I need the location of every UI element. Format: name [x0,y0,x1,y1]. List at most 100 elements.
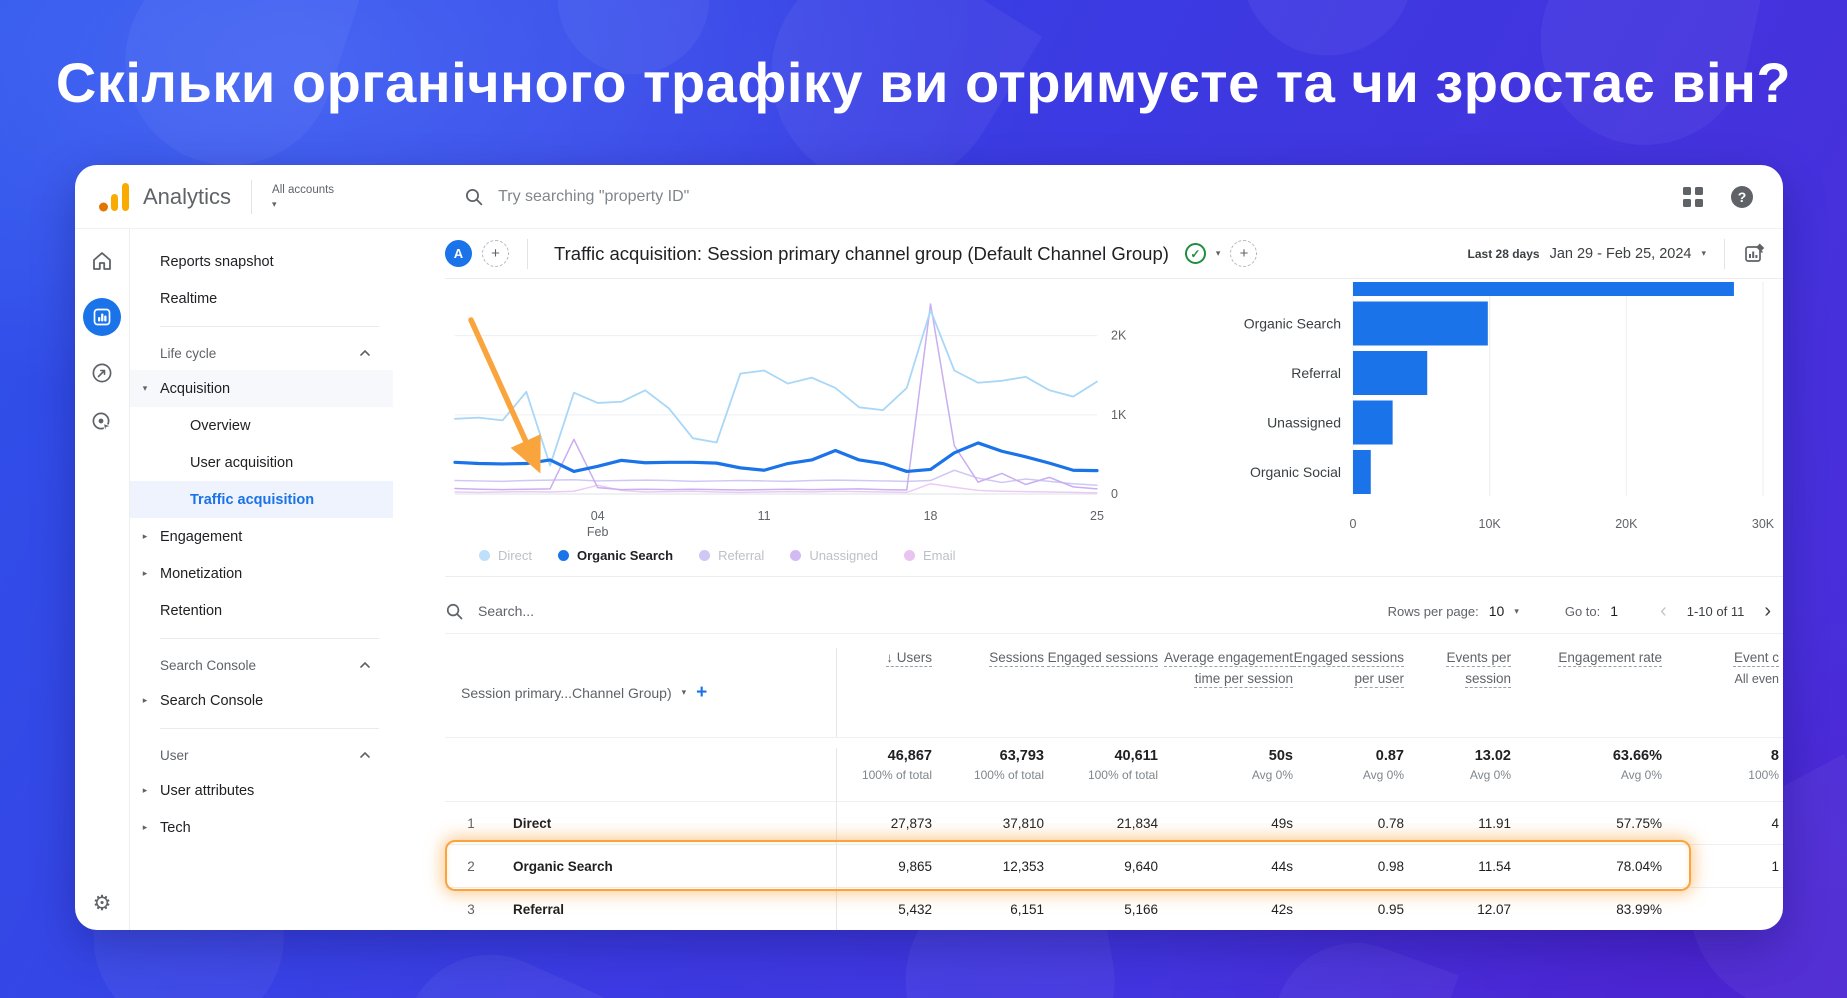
svg-text:30K: 30K [1752,517,1775,531]
caret-right-icon[interactable]: ▸ [142,695,148,705]
sidebar-item-tech[interactable]: ▸ Tech [130,809,393,846]
legend-item-referral[interactable]: Referral [699,548,764,563]
svg-text:Feb: Feb [587,525,609,539]
totals-subvalue: 100% [1748,768,1779,782]
legend-item-unassigned[interactable]: Unassigned [790,548,878,563]
add-dimension-button[interactable]: + [696,681,708,703]
sidebar-item-search-console[interactable]: ▸ Search Console [130,682,393,719]
svg-text:10K: 10K [1479,517,1502,531]
legend-item-email[interactable]: Email [903,548,956,563]
caret-right-icon[interactable]: ▸ [142,568,148,578]
explore-icon[interactable] [90,361,114,385]
global-search[interactable] [464,187,1683,207]
svg-text:0: 0 [1350,517,1357,531]
totals-value: 50s [1268,748,1293,764]
chevron-up-icon [360,751,370,758]
metric-value: 21,834 [1116,815,1158,831]
totals-cell: 63.66% Avg 0% [1511,748,1662,782]
column-header-label: Events per session [1446,650,1511,686]
global-search-input[interactable] [498,187,919,206]
date-range-picker[interactable]: Last 28 days Jan 29 - Feb 25, 2024 ▾ [1468,238,1767,269]
data-quality-check-icon[interactable]: ✓ [1184,243,1206,264]
chevron-down-icon[interactable]: ▾ [1215,248,1221,258]
column-header-event-c[interactable]: Event c All even [1662,648,1779,689]
sidebar-item-overview[interactable]: Overview [130,407,393,444]
avatar[interactable]: A [445,240,472,267]
toolbar-divider [1724,238,1725,269]
svg-text:25: 25 [1090,509,1104,523]
data-table: Session primary...Channel Group) ▾ + ↓ User… [445,633,1783,930]
table-search-input[interactable] [478,603,738,619]
sidebar-item-traffic-acquisition[interactable]: Traffic acquisition [130,481,393,518]
sidebar-item-label: Reports snapshot [160,253,274,270]
sidebar-item-reports-snapshot[interactable]: Reports snapshot [130,243,393,280]
sidebar-item-engagement[interactable]: ▸ Engagement [130,518,393,555]
chevron-down-icon: ▾ [272,198,277,209]
advertising-icon[interactable] [90,410,114,434]
column-header-users[interactable]: ↓ Users [837,648,932,669]
svg-text:Unassigned: Unassigned [1267,415,1341,431]
column-header-label: Engaged sessions [1047,650,1158,665]
metric-value: 11.54 [1478,858,1511,874]
sidebar-item-realtime[interactable]: Realtime [130,280,393,317]
metric-value: 5,166 [1124,901,1158,917]
table-row-organic-search: 2 Organic Search 9,865 12,353 9,640 44s 0.98 11… [445,844,1783,887]
row-number: 2 [467,858,475,874]
account-selector[interactable]: All accounts ▾ [272,184,334,210]
add-metric-button[interactable]: + [1230,240,1258,267]
column-header-label: Event c [1733,650,1779,665]
home-icon[interactable] [90,249,114,273]
divider [445,576,1783,577]
dimension-column-header[interactable]: Session primary...Channel Group) ▾ + [445,648,837,737]
nav-section-user[interactable]: User [130,738,393,772]
caret-right-icon[interactable]: ▸ [142,785,148,795]
nav-section-search-console[interactable]: Search Console [130,648,393,682]
legend-label: Email [922,548,956,563]
help-icon[interactable]: ? [1731,185,1753,208]
sidebar-item-retention[interactable]: Retention [130,592,393,629]
metric-value: 6,151 [1010,901,1044,917]
svg-text:1K: 1K [1111,408,1127,422]
caret-down-icon[interactable]: ▾ [681,687,687,697]
column-header-sessions[interactable]: Sessions [932,648,1044,669]
nav-divider [160,728,379,729]
sidebar-item-label: User attributes [160,782,255,799]
sidebar-item-user-attributes[interactable]: ▸ User attributes [130,772,393,809]
sidebar-item-acquisition[interactable]: ▾ Acquisition [130,370,393,407]
google-analytics-logo [99,182,129,211]
metric-value: 83.99% [1616,901,1662,917]
column-header-average-engagement-time-per-session[interactable]: Average engagement time per session [1158,648,1293,690]
caret-right-icon[interactable]: ▸ [142,531,148,541]
reports-icon[interactable] [83,298,121,336]
add-comparison-button[interactable]: + [482,240,509,267]
page-prev-icon[interactable]: ‹ [1660,599,1667,622]
column-header-engagement-rate[interactable]: Engagement rate [1511,648,1662,669]
sidebar-item-user-acquisition[interactable]: User acquisition [130,444,393,481]
app-header: Analytics All accounts ▾ ? [75,165,1783,229]
column-header-engaged-sessions-per-user[interactable]: Engaged sessions per user [1293,648,1404,690]
totals-subvalue: 100% of total [861,768,932,782]
page-next-icon[interactable]: › [1764,599,1771,622]
totals-subvalue: Avg 0% [1362,768,1404,782]
table-controls: Rows per page: 10 ▾ Go to: 1 ‹ 1-10 of 1… [445,589,1783,633]
chevron-down-icon[interactable]: ▾ [1514,605,1519,616]
caret-right-icon[interactable]: ▸ [142,822,148,832]
sidebar-item-label: Tech [160,819,191,836]
caret-down-icon[interactable]: ▾ [142,383,148,393]
chevron-up-icon [360,349,370,356]
legend-item-organic-search[interactable]: Organic Search [557,548,673,563]
column-header-label: Average engagement time per session [1164,650,1293,686]
chart-legend: Direct Organic Search Referral Unassigned Em… [445,548,1783,563]
sidebar-item-monetization[interactable]: ▸ Monetization [130,555,393,592]
goto-value[interactable]: 1 [1610,603,1619,619]
dimension-header-label: Session primary...Channel Group) [461,684,672,701]
sidebar-item-label: User acquisition [190,454,294,471]
customize-report-icon[interactable] [1743,242,1767,266]
nav-section-life-cycle[interactable]: Life cycle [130,336,393,370]
column-header-events-per-session[interactable]: Events per session [1404,648,1511,690]
apps-grid-icon[interactable] [1683,186,1703,207]
legend-item-direct[interactable]: Direct [479,548,532,563]
settings-gear-icon[interactable]: ⚙ [92,892,112,915]
rows-per-page-value[interactable]: 10 [1488,603,1505,619]
column-header-engaged-sessions[interactable]: Engaged sessions [1044,648,1158,669]
